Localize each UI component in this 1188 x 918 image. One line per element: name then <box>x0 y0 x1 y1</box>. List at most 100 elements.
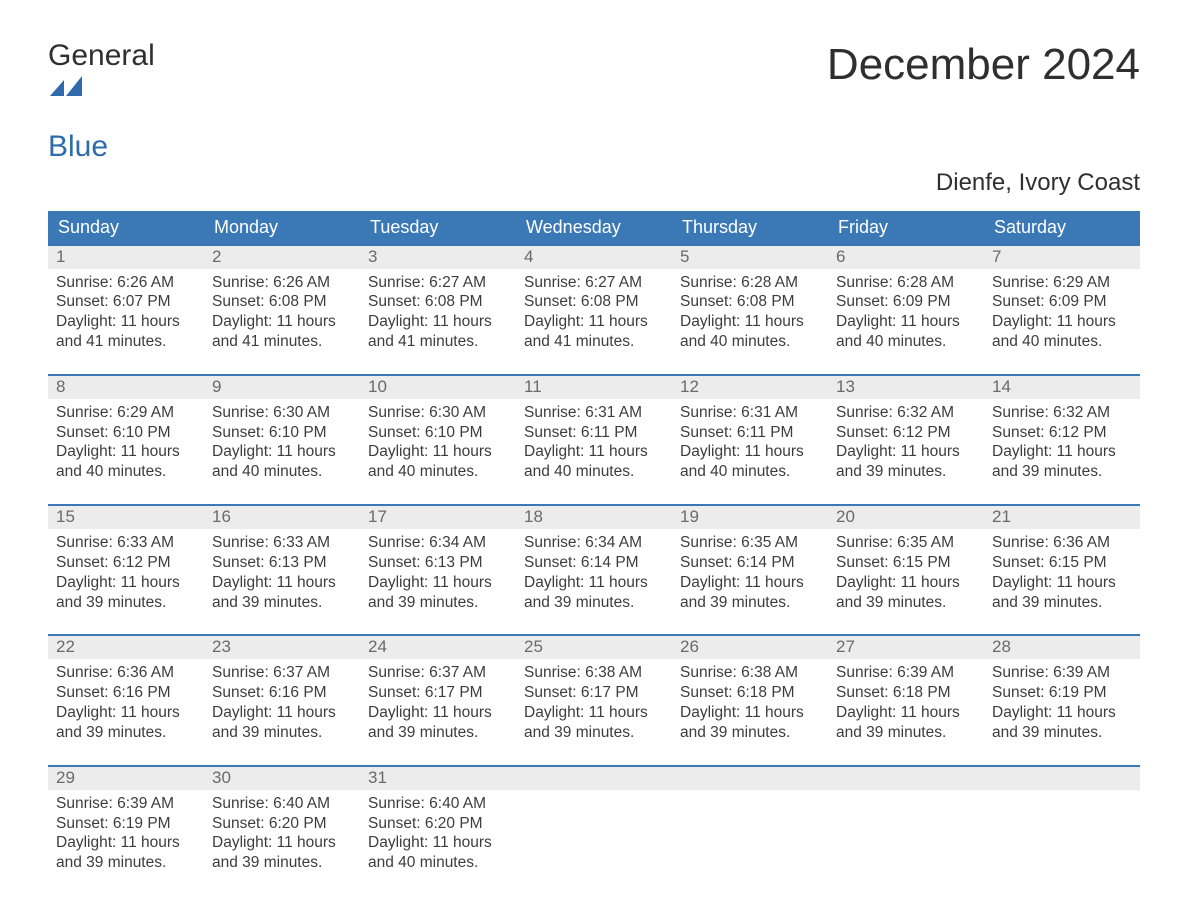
day-details: Sunrise: 6:33 AMSunset: 6:12 PMDaylight:… <box>48 529 204 616</box>
location-subtitle: Dienfe, Ivory Coast <box>48 169 1140 197</box>
day-number: 17 <box>360 506 516 529</box>
daylight-line1: Daylight: 11 hours <box>56 573 196 593</box>
day-number: 26 <box>672 636 828 659</box>
day-number: 9 <box>204 376 360 399</box>
day-details: Sunrise: 6:27 AMSunset: 6:08 PMDaylight:… <box>360 269 516 356</box>
day-number: 21 <box>984 506 1140 529</box>
sunrise-text: Sunrise: 6:39 AM <box>56 794 196 814</box>
daylight-line2: and 39 minutes. <box>368 723 508 743</box>
daylight-line1: Daylight: 11 hours <box>56 442 196 462</box>
sunrise-text: Sunrise: 6:34 AM <box>368 533 508 553</box>
calendar-header-cell: Wednesday <box>516 211 672 244</box>
sunrise-text: Sunrise: 6:28 AM <box>836 273 976 293</box>
daylight-line2: and 40 minutes. <box>368 853 508 873</box>
day-number: 31 <box>360 767 516 790</box>
daylight-line2: and 39 minutes. <box>680 593 820 613</box>
daylight-line1: Daylight: 11 hours <box>212 833 352 853</box>
daylight-line1: Daylight: 11 hours <box>992 312 1132 332</box>
sunrise-text: Sunrise: 6:40 AM <box>368 794 508 814</box>
sunrise-text: Sunrise: 6:38 AM <box>524 663 664 683</box>
sunset-text: Sunset: 6:11 PM <box>524 423 664 443</box>
day-number: 4 <box>516 246 672 269</box>
calendar-header-cell: Friday <box>828 211 984 244</box>
daylight-line1: Daylight: 11 hours <box>56 833 196 853</box>
calendar-day-cell <box>672 767 828 877</box>
calendar-day-cell: 5Sunrise: 6:28 AMSunset: 6:08 PMDaylight… <box>672 246 828 356</box>
day-details: Sunrise: 6:35 AMSunset: 6:14 PMDaylight:… <box>672 529 828 616</box>
daylight-line1: Daylight: 11 hours <box>680 442 820 462</box>
daylight-line1: Daylight: 11 hours <box>212 703 352 723</box>
calendar-day-cell: 6Sunrise: 6:28 AMSunset: 6:09 PMDaylight… <box>828 246 984 356</box>
daylight-line2: and 39 minutes. <box>836 723 976 743</box>
calendar-header-cell: Tuesday <box>360 211 516 244</box>
sunset-text: Sunset: 6:20 PM <box>368 814 508 834</box>
calendar-day-cell: 3Sunrise: 6:27 AMSunset: 6:08 PMDaylight… <box>360 246 516 356</box>
sunrise-text: Sunrise: 6:31 AM <box>524 403 664 423</box>
sunrise-text: Sunrise: 6:30 AM <box>212 403 352 423</box>
day-details: Sunrise: 6:29 AMSunset: 6:09 PMDaylight:… <box>984 269 1140 356</box>
daylight-line2: and 39 minutes. <box>56 853 196 873</box>
daylight-line2: and 40 minutes. <box>680 332 820 352</box>
daylight-line2: and 39 minutes. <box>368 593 508 613</box>
sunrise-text: Sunrise: 6:26 AM <box>56 273 196 293</box>
day-number: 25 <box>516 636 672 659</box>
calendar-week-row: 15Sunrise: 6:33 AMSunset: 6:12 PMDayligh… <box>48 504 1140 616</box>
calendar-day-cell: 11Sunrise: 6:31 AMSunset: 6:11 PMDayligh… <box>516 376 672 486</box>
calendar-day-cell: 14Sunrise: 6:32 AMSunset: 6:12 PMDayligh… <box>984 376 1140 486</box>
sunset-text: Sunset: 6:08 PM <box>212 292 352 312</box>
day-details: Sunrise: 6:28 AMSunset: 6:08 PMDaylight:… <box>672 269 828 356</box>
daylight-line2: and 41 minutes. <box>524 332 664 352</box>
sunrise-text: Sunrise: 6:36 AM <box>992 533 1132 553</box>
sunrise-text: Sunrise: 6:39 AM <box>836 663 976 683</box>
sunset-text: Sunset: 6:10 PM <box>56 423 196 443</box>
calendar-day-cell: 24Sunrise: 6:37 AMSunset: 6:17 PMDayligh… <box>360 636 516 746</box>
day-number: 10 <box>360 376 516 399</box>
calendar-header-row: SundayMondayTuesdayWednesdayThursdayFrid… <box>48 211 1140 244</box>
daylight-line2: and 39 minutes. <box>992 462 1132 482</box>
day-number <box>828 767 984 790</box>
daylight-line1: Daylight: 11 hours <box>212 442 352 462</box>
calendar-week-row: 22Sunrise: 6:36 AMSunset: 6:16 PMDayligh… <box>48 634 1140 746</box>
day-details: Sunrise: 6:30 AMSunset: 6:10 PMDaylight:… <box>360 399 516 486</box>
day-number: 2 <box>204 246 360 269</box>
day-details: Sunrise: 6:39 AMSunset: 6:19 PMDaylight:… <box>984 659 1140 746</box>
sunset-text: Sunset: 6:14 PM <box>524 553 664 573</box>
day-details: Sunrise: 6:38 AMSunset: 6:18 PMDaylight:… <box>672 659 828 746</box>
sunset-text: Sunset: 6:20 PM <box>212 814 352 834</box>
sunset-text: Sunset: 6:12 PM <box>992 423 1132 443</box>
sunset-text: Sunset: 6:15 PM <box>992 553 1132 573</box>
day-details: Sunrise: 6:33 AMSunset: 6:13 PMDaylight:… <box>204 529 360 616</box>
day-details: Sunrise: 6:36 AMSunset: 6:16 PMDaylight:… <box>48 659 204 746</box>
daylight-line1: Daylight: 11 hours <box>56 703 196 723</box>
daylight-line1: Daylight: 11 hours <box>368 573 508 593</box>
day-number: 29 <box>48 767 204 790</box>
sunrise-text: Sunrise: 6:32 AM <box>992 403 1132 423</box>
daylight-line1: Daylight: 11 hours <box>836 573 976 593</box>
calendar-day-cell: 4Sunrise: 6:27 AMSunset: 6:08 PMDaylight… <box>516 246 672 356</box>
daylight-line1: Daylight: 11 hours <box>992 442 1132 462</box>
sunrise-text: Sunrise: 6:39 AM <box>992 663 1132 683</box>
calendar-day-cell: 29Sunrise: 6:39 AMSunset: 6:19 PMDayligh… <box>48 767 204 877</box>
sunset-text: Sunset: 6:17 PM <box>524 683 664 703</box>
daylight-line2: and 40 minutes. <box>836 332 976 352</box>
day-number <box>672 767 828 790</box>
calendar-day-cell <box>516 767 672 877</box>
sunrise-text: Sunrise: 6:29 AM <box>56 403 196 423</box>
sunset-text: Sunset: 6:09 PM <box>992 292 1132 312</box>
calendar-day-cell: 30Sunrise: 6:40 AMSunset: 6:20 PMDayligh… <box>204 767 360 877</box>
day-number: 13 <box>828 376 984 399</box>
daylight-line2: and 41 minutes. <box>212 332 352 352</box>
day-number: 11 <box>516 376 672 399</box>
daylight-line1: Daylight: 11 hours <box>836 703 976 723</box>
sunrise-text: Sunrise: 6:34 AM <box>524 533 664 553</box>
day-details: Sunrise: 6:34 AMSunset: 6:13 PMDaylight:… <box>360 529 516 616</box>
sunrise-text: Sunrise: 6:30 AM <box>368 403 508 423</box>
calendar-day-cell: 15Sunrise: 6:33 AMSunset: 6:12 PMDayligh… <box>48 506 204 616</box>
daylight-line2: and 39 minutes. <box>212 853 352 873</box>
daylight-line2: and 39 minutes. <box>992 723 1132 743</box>
daylight-line1: Daylight: 11 hours <box>368 442 508 462</box>
day-number: 20 <box>828 506 984 529</box>
daylight-line2: and 40 minutes. <box>524 462 664 482</box>
calendar-header-cell: Sunday <box>48 211 204 244</box>
daylight-line1: Daylight: 11 hours <box>680 312 820 332</box>
